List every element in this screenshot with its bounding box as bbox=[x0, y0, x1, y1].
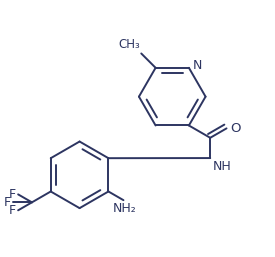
Text: F: F bbox=[9, 204, 16, 217]
Text: NH₂: NH₂ bbox=[113, 203, 137, 215]
Text: F: F bbox=[9, 188, 16, 201]
Text: N: N bbox=[193, 59, 203, 72]
Text: CH₃: CH₃ bbox=[118, 38, 140, 51]
Text: O: O bbox=[230, 122, 241, 135]
Text: F: F bbox=[4, 196, 11, 209]
Text: NH: NH bbox=[213, 160, 231, 172]
